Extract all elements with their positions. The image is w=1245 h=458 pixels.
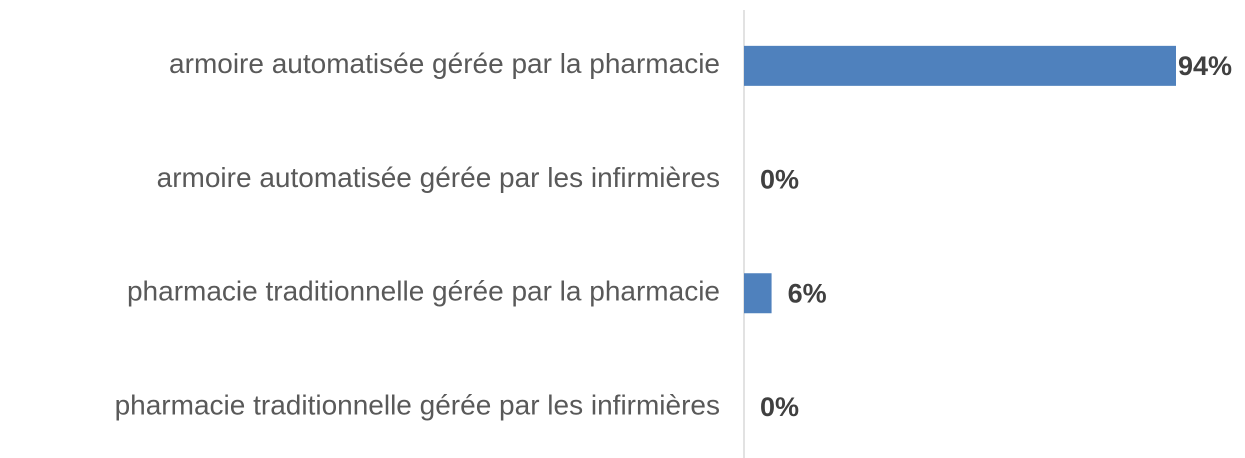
value-label: 94% xyxy=(1178,51,1232,81)
bar xyxy=(744,45,1176,86)
bar xyxy=(744,273,772,314)
category-label: pharmacie traditionnelle gérée par les i… xyxy=(115,389,720,420)
value-label: 0% xyxy=(760,165,799,195)
value-label: 6% xyxy=(788,278,827,308)
category-label: pharmacie traditionnelle gérée par la ph… xyxy=(127,276,720,307)
category-label: armoire automatisée gérée par les infirm… xyxy=(157,162,720,193)
value-label: 0% xyxy=(760,392,799,422)
category-label: armoire automatisée gérée par la pharmac… xyxy=(169,48,720,79)
